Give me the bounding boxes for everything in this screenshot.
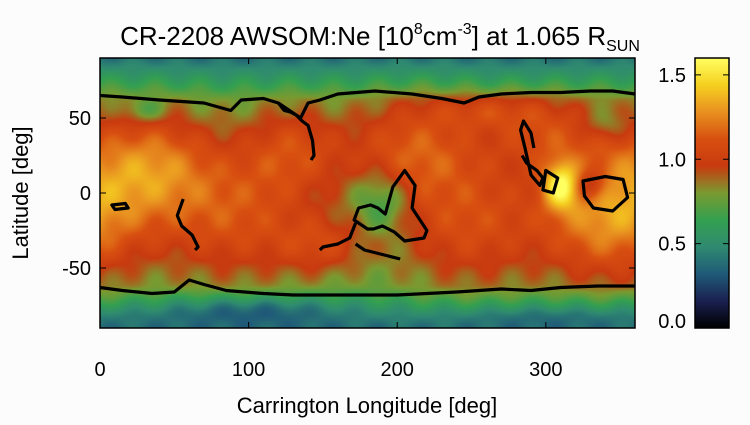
y-tick-label: 50 [69, 108, 91, 130]
contour-hole-west-mid [175, 198, 200, 252]
contour-hole-central-spur [318, 222, 358, 252]
y-tick-label: -50 [62, 258, 91, 280]
title-exp1: 8 [414, 21, 423, 38]
x-axis: 0 100 200 300 [94, 58, 563, 381]
x-axis-label: Carrington Longitude [deg] [237, 393, 498, 418]
contour-layer [99, 89, 636, 297]
title-exp2: -3 [457, 21, 471, 38]
chart-title: CR-2208 AWSOM:Ne [108cm-3] at 1.065 RSUN [120, 21, 640, 55]
contour-hole-central-low [354, 242, 401, 261]
colorbar-tick-label: 1.0 [658, 149, 686, 171]
y-axis: 50 0 -50 [62, 108, 635, 280]
colorbar [694, 57, 730, 329]
contour-hole-central [352, 168, 429, 243]
contour-hole-east-blob [541, 168, 560, 195]
title-prefix: CR-2208 AWSOM:Ne [10 [120, 21, 414, 51]
contour-hole-east-tongue [519, 119, 545, 188]
title-mid: cm [423, 21, 458, 51]
contour-hole-west [110, 201, 130, 212]
x-tick-label: 0 [94, 359, 105, 381]
x-tick-label: 300 [529, 359, 562, 381]
colorbar-axis: 0.0 0.5 1.0 1.5 [658, 65, 729, 333]
contour-hole-east-right [581, 174, 630, 213]
contour-north-boundary [99, 89, 636, 120]
contour-north-spur [277, 102, 316, 161]
colorbar-tick-label: 0.5 [658, 234, 686, 256]
contour-south-boundary [99, 278, 635, 297]
x-tick-label: 100 [232, 359, 265, 381]
colorbar-tick-label: 0.0 [658, 311, 686, 333]
colorbar-tick-label: 1.5 [658, 65, 686, 87]
x-tick-label: 200 [381, 359, 414, 381]
y-tick-label: 0 [80, 183, 91, 205]
y-axis-label: Latitude [deg] [8, 126, 33, 259]
title-suffix: ] at 1.065 R [472, 21, 606, 51]
title-sub: SUN [606, 38, 640, 55]
